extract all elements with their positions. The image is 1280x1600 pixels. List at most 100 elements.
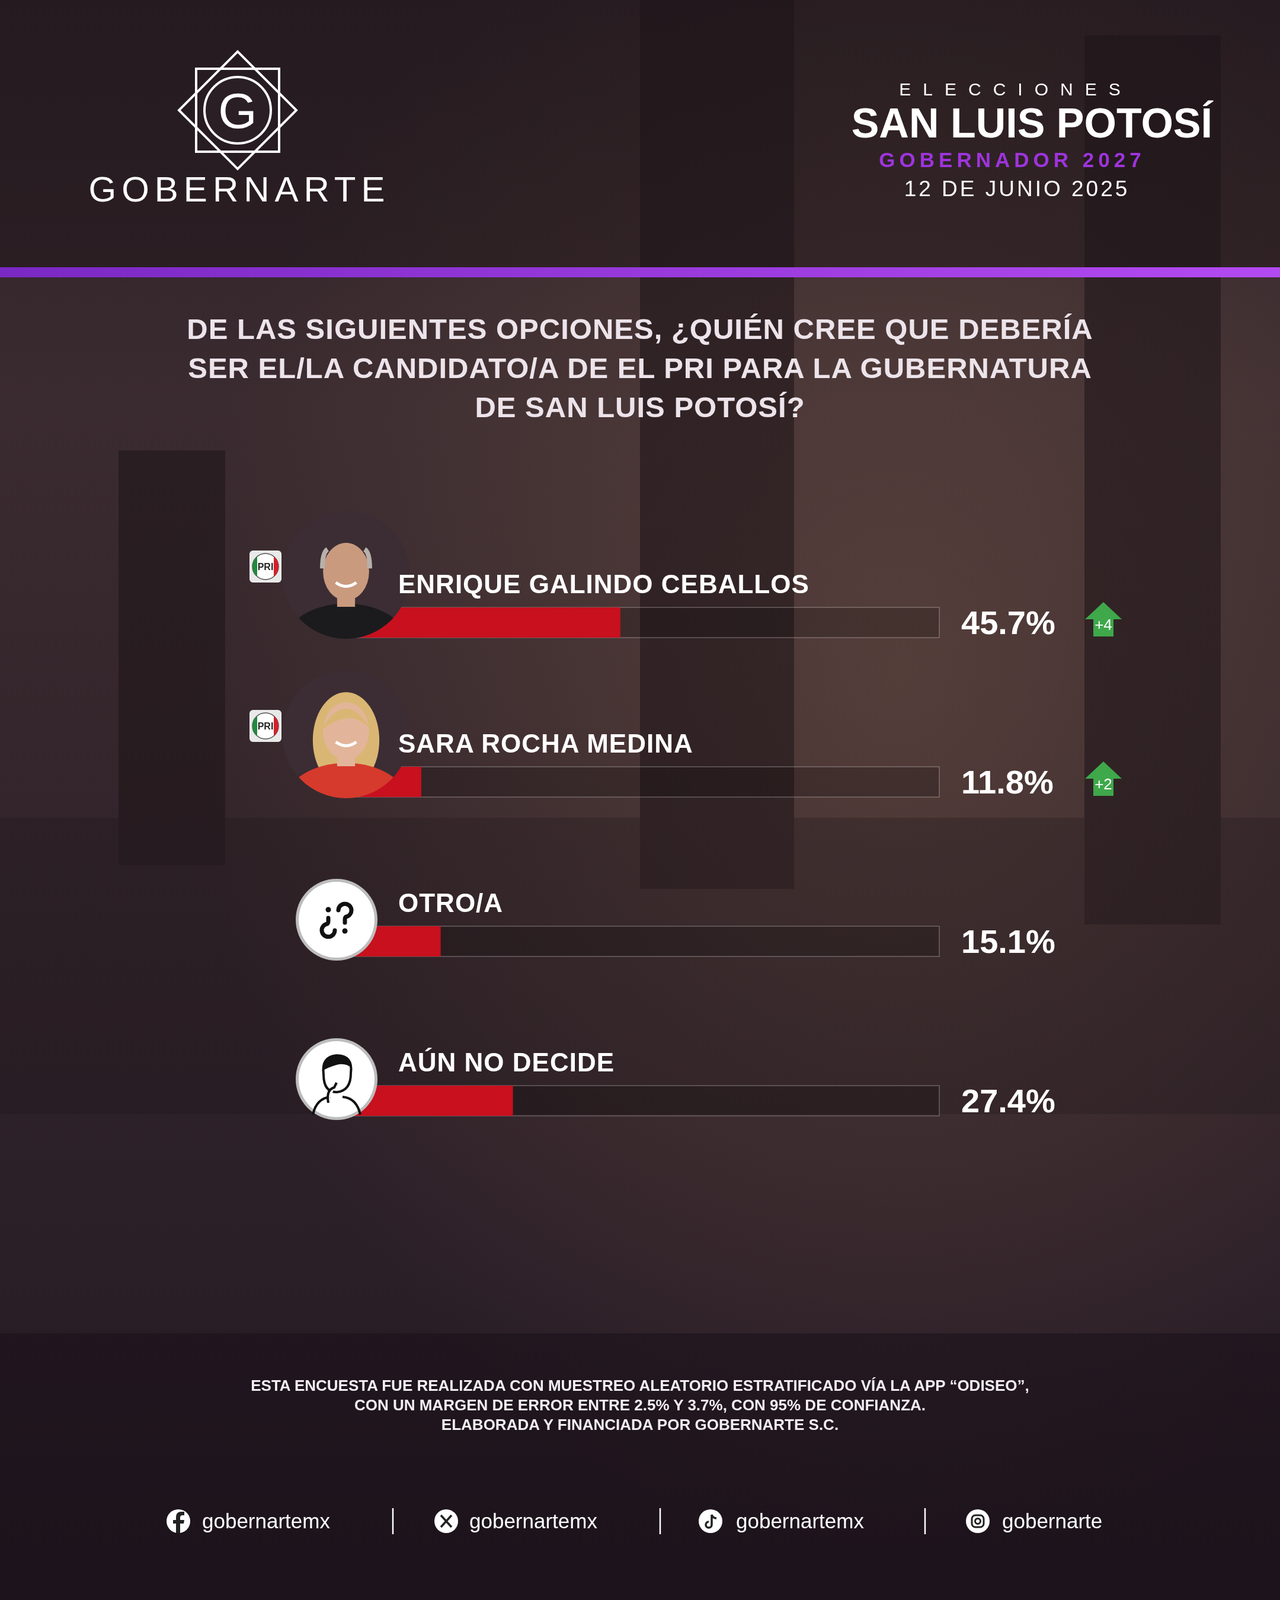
value-label: 15.1% [961,922,1056,960]
badge-text: PRI [257,561,274,572]
social-icon [965,1509,990,1534]
social-separator [659,1508,662,1535]
social-handle: gobernartemx [736,1509,864,1533]
badge-text: PRI [257,721,274,732]
footnotes: ESTA ENCUESTA FUE REALIZADA CON MUESTREO… [106,1376,1174,1435]
category-label: ENRIQUE GALINDO CEBALLOS [398,569,810,599]
footnote-line: CON UN MARGEN DE ERROR ENTRE 2.5% Y 3.7%… [106,1395,1174,1416]
bar-track [352,766,940,798]
footnote-line: ELABORADA Y FINANCIADA POR GOBERNARTE S.… [106,1415,1174,1435]
change-arrow [1085,602,1122,637]
hair-front [320,708,372,732]
labels: ENRIQUE GALINDO CEBALLOS 45.7% +4 SARA ROCH… [398,569,1122,1120]
icon-ring [295,1038,378,1120]
bar [352,1085,514,1116]
city-silhouette [0,0,1280,1115]
shoulders [312,1096,361,1115]
race: GOBERNADOR 2027 [878,148,1145,172]
badge-green [252,556,258,577]
inverted-question-dot [325,907,332,913]
badge-bg [249,709,282,742]
social-handle: gobernartemx [469,1509,598,1533]
candidate-photo [282,670,411,840]
social-separator [924,1508,927,1535]
brand: GOBERNARTE [88,169,391,210]
instagram-lens [975,1518,981,1525]
category-label: SARA ROCHA MEDINA [398,728,694,758]
arcade [0,817,1280,1115]
badge-red [273,715,279,736]
building [118,450,226,866]
bar-track [352,1085,940,1116]
change-indicator: +2 [1085,761,1122,796]
badge-green [252,715,258,736]
change-arrow [1085,761,1122,796]
bar-track [352,607,940,638]
kicker: ELECCIONES [898,79,1132,99]
state: SAN LUIS POTOSÍ [851,100,1214,147]
background [0,0,1280,1600]
hair [322,1055,352,1071]
badge-circle [252,553,279,580]
category-label: OTRO/A [398,888,504,918]
party-badge: PRI [249,550,282,583]
social-icon [166,1509,191,1534]
icon-face [298,1041,375,1118]
shoulders [285,763,407,841]
shoulders [285,603,407,681]
chart-svg: G GOBERNARTE ELECCIONESSAN LUIS POTOSÍGOBE… [0,0,1280,1600]
social-item: gobernartemx [434,1509,598,1534]
social-handle: gobernartemx [202,1509,331,1533]
change-indicator: +4 [1085,602,1122,637]
x-glyph [440,1515,452,1528]
badge-red [273,556,279,577]
social-item: gobernarte [965,1509,1103,1534]
social-icon [698,1509,723,1534]
date: 12 DE JUNIO 2025 [904,176,1131,201]
face [322,542,370,601]
bar-track [352,926,940,957]
social-separator [392,1508,395,1535]
value-label: 45.7% [961,603,1056,642]
avatars: PRI PRI [249,510,411,1120]
question-mark [338,903,352,923]
social-item: gobernartemx [698,1509,864,1534]
logo-letter: G [218,82,257,139]
tracks [352,607,940,1116]
change-label: +2 [1094,775,1113,793]
hand [327,1082,337,1103]
change-label: +4 [1094,615,1113,634]
party-badge: PRI [249,709,282,742]
header-band [0,267,1280,278]
header-shade [0,0,1280,268]
inverted-question-mark [321,917,335,937]
logo-circle [204,77,271,144]
social-icon [434,1509,459,1534]
question-dot [342,928,348,934]
badge-circle [252,712,279,739]
hair-sides [322,549,370,569]
bars [352,607,621,1116]
undecided-icon [295,1038,378,1120]
social-handle: gobernarte [1002,1509,1103,1533]
candidate-photo [282,510,411,681]
smile [336,582,357,587]
footnote-line: ESTA ENCUESTA FUE REALIZADA CON MUESTREO… [106,1376,1174,1396]
page: {"header": {"logo_letter": "G", "brand":… [0,0,1280,1600]
background-glow [0,0,1280,1600]
social-item: gobernartemx [166,1509,331,1534]
instagram-glyph [971,1515,984,1528]
icon-ring [295,878,378,961]
logo: G [178,51,297,169]
other-icon [295,878,378,961]
facebook-glyph [173,1511,185,1534]
question-title: DE LAS SIGUIENTES OPCIONES, ¿QUIÉN CREE … [183,309,1097,427]
tiktok-glyph [705,1514,717,1528]
logo-diamond [178,51,297,169]
icon-face [298,881,375,958]
footer-shade [0,1333,1280,1600]
category-label: AÚN NO DECIDE [398,1047,615,1077]
value-label: 11.8% [961,763,1054,801]
smile [336,741,357,746]
badge-bg [249,550,282,583]
